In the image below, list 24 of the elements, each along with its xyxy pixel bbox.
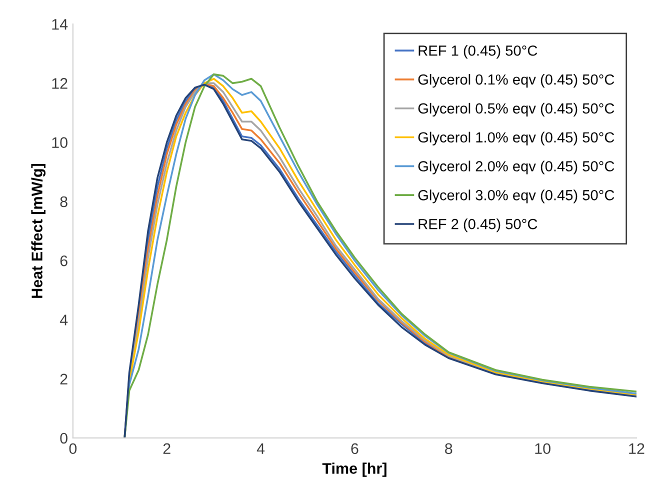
x-axis-title: Time [hr] xyxy=(322,462,386,477)
legend-label: Glycerol 0.5% eqv (0.45) 50°C xyxy=(418,102,614,116)
y-tick-label: 12 xyxy=(52,78,68,89)
y-tick-label: 0 xyxy=(60,432,68,444)
x-tick-label: 12 xyxy=(629,443,644,454)
legend-label: Glycerol 1.0% eqv (0.45) 50°C xyxy=(418,132,614,146)
x-tick-label: 8 xyxy=(445,443,452,454)
x-tick-label: 4 xyxy=(256,443,265,454)
legend-label: Glycerol 3.0% eqv (0.45) 50°C xyxy=(418,190,614,204)
y-tick-label: 14 xyxy=(52,19,68,30)
y-tick-label: 10 xyxy=(52,137,68,148)
x-tick-label: 2 xyxy=(163,443,170,454)
legend-label: Glycerol 0.1% eqv (0.45) 50°C xyxy=(418,74,614,88)
y-axis-title: Heat Effect [mW/g] xyxy=(31,164,46,298)
legend-label: REF 2 (0.45) 50°C xyxy=(418,218,538,232)
x-tick-label: 0 xyxy=(69,443,77,454)
x-tick-label: 6 xyxy=(351,443,358,454)
legend-label: Glycerol 2.0% eqv (0.45) 50°C xyxy=(418,160,614,174)
y-tick-label: 8 xyxy=(60,196,68,208)
x-tick-label: 10 xyxy=(535,443,550,454)
y-tick-label: 2 xyxy=(60,374,68,384)
y-tick-label: 6 xyxy=(60,255,68,266)
y-tick-label: 4 xyxy=(60,314,68,326)
legend-label: REF 1 (0.45) 50°C xyxy=(418,45,538,59)
